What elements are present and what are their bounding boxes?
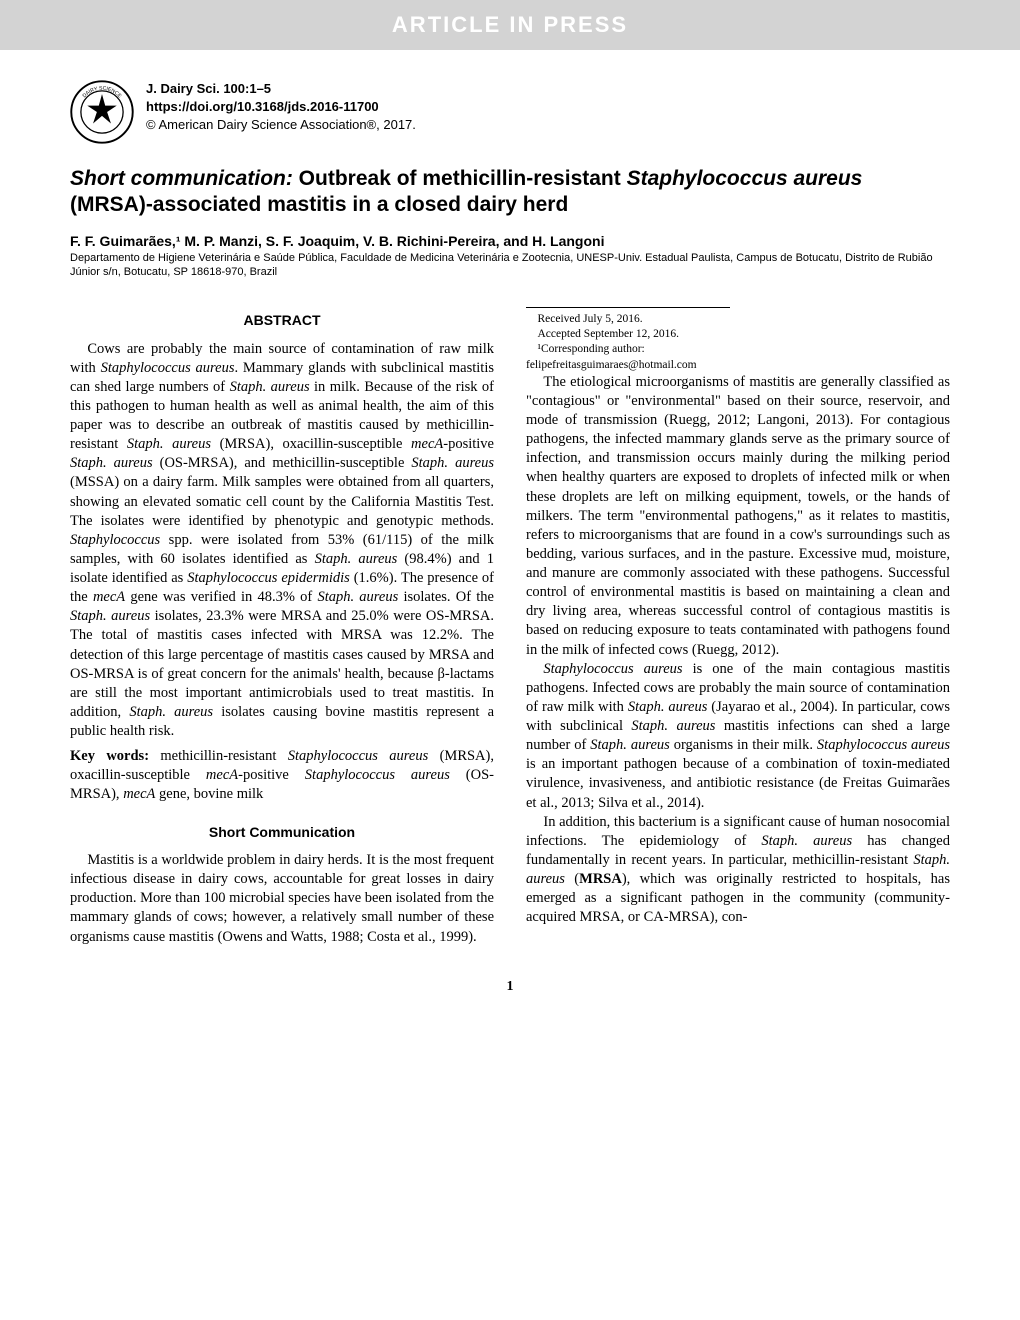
journal-meta: J. Dairy Sci. 100:1–5 https://doi.org/10… [146,80,416,135]
body-p1: Mastitis is a worldwide problem in dairy… [70,851,494,947]
text: is an important pathogen because of a co… [526,756,950,810]
abstract-paragraph: Cows are probably the main source of con… [70,340,494,742]
text: (MRSA), oxacillin-susceptible [211,436,411,452]
text: gene was verified in 48.3% of [125,589,317,605]
species-name: Staph. aureus [411,455,494,471]
journal-doi: https://doi.org/10.3168/jds.2016-11700 [146,98,416,116]
text: ( [565,871,579,887]
text: -positive [443,436,494,452]
text: methicillin-resistant [149,748,288,764]
gene-name: mecA [411,436,443,452]
page-content: DAIRY SCIENCE J. Dairy Sci. 100:1–5 http… [0,50,1020,1035]
title-species: Staphylococcus aureus [627,167,863,190]
species-name: Staphylococcus aureus [543,661,682,677]
species-name: Staphylococcus epidermidis [187,570,350,586]
body-p2: The etiological microorganisms of mastit… [526,373,950,660]
abstract-heading: ABSTRACT [70,311,494,329]
species-name: Staph. aureus [761,833,852,849]
species-name: Staphylococcus aureus [288,748,429,764]
abbrev-bold: MRSA [579,871,622,887]
keywords-label: Key words: [70,748,149,764]
body-p4: In addition, this bacterium is a signifi… [526,813,950,928]
gene-name: mecA [93,589,125,605]
journal-citation: J. Dairy Sci. 100:1–5 [146,80,416,98]
footnote-accepted: Accepted September 12, 2016. [526,327,730,342]
species-name: Staphylococcus [70,532,160,548]
article-title: Short communication: Outbreak of methici… [70,166,950,219]
page-number: 1 [70,979,950,995]
authors: F. F. Guimarães,¹ M. P. Manzi, S. F. Joa… [70,233,950,249]
short-communication-heading: Short Communication [70,823,494,841]
affiliation: Departamento de Higiene Veterinária e Sa… [70,251,950,280]
species-name: Staph. aureus [590,737,670,753]
article-in-press-banner: ARTICLE IN PRESS [0,0,1020,50]
species-name: Staph. aureus [628,699,708,715]
species-name: Staph. aureus [315,551,398,567]
title-prefix: Short communication: [70,167,293,190]
text: (OS-MRSA), and methicillin-susceptible [153,455,412,471]
species-name: Staphylococcus aureus [817,737,950,753]
text: isolates. Of the [398,589,494,605]
footnote-received: Received July 5, 2016. [526,312,730,327]
species-name: Staphylococcus aureus [101,360,235,376]
keywords: Key words: methicillin-resistant Staphyl… [70,747,494,804]
body-p3: Staphylococcus aureus is one of the main… [526,660,950,813]
text: (MSSA) on a dairy farm. Milk samples wer… [70,474,494,528]
species-name: Staph. aureus [631,718,715,734]
species-name: Staphylococcus aureus [305,767,450,783]
species-name: Staph. aureus [127,436,211,452]
journal-seal-icon: DAIRY SCIENCE [70,80,134,144]
species-name: Staph. aureus [70,455,153,471]
gene-name: mecA [123,786,155,802]
text: gene, bovine milk [155,786,263,802]
journal-header: DAIRY SCIENCE J. Dairy Sci. 100:1–5 http… [70,80,950,144]
text: organisms in their milk. [670,737,817,753]
species-name: Staph. aureus [317,589,398,605]
footnote-corresponding: ¹Corresponding author: felipefreitasguim… [526,342,730,372]
gene-name: mecA [206,767,238,783]
species-name: Staph. aureus [129,704,213,720]
journal-copyright: © American Dairy Science Association®, 2… [146,116,416,134]
species-name: Staph. aureus [230,379,310,395]
title-main-a: Outbreak of methicillin-resistant [293,167,627,190]
title-main-b: (MRSA)-associated mastitis in a closed d… [70,193,568,216]
footnotes: Received July 5, 2016. Accepted Septembe… [526,307,730,373]
species-name: Staph. aureus [70,608,150,624]
text: -positive [238,767,305,783]
article-body-columns: ABSTRACT Cows are probably the main sour… [70,307,950,949]
